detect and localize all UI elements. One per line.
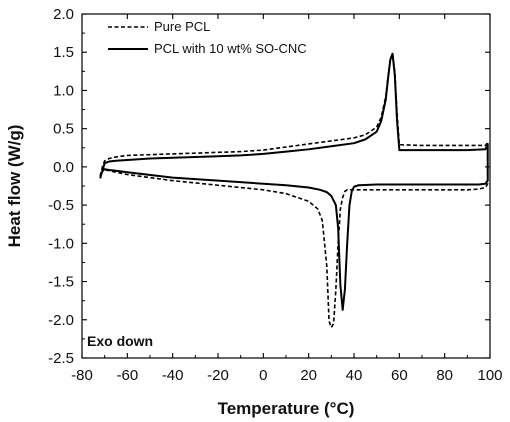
x-tick-label: 40: [346, 367, 363, 384]
tick-layer: -80 -60 -40 -20 0 20 40 60 80 100 -2.5 -2.0 -1.5 -1.0…: [48, 6, 502, 384]
x-axis-title: Temperature (°C): [218, 399, 355, 418]
y-tick-label: -0.5: [48, 197, 74, 214]
x-tick-label: 20: [300, 367, 317, 384]
y-tick-label: 2.0: [53, 6, 74, 23]
curve-layer: [99, 52, 489, 329]
exo-down-annotation: Exo down: [87, 333, 153, 349]
y-tick-label: 0.5: [53, 121, 74, 138]
y-tick-label: -2.5: [48, 350, 74, 367]
series-line-pure-pcl: [99, 52, 489, 329]
y-tick-label: -2.0: [48, 312, 74, 329]
x-tick-label: -60: [116, 367, 138, 384]
y-tick-label: -1.5: [48, 274, 74, 291]
x-tick-label: -20: [207, 367, 229, 384]
y-tick-label: 1.5: [53, 44, 74, 61]
y-tick-label: 0.0: [53, 159, 74, 176]
x-tick-label: 0: [259, 367, 267, 384]
x-tick-label: -40: [162, 367, 184, 384]
x-tick-label: 60: [391, 367, 408, 384]
series-line-pcl-so-cnc: [99, 52, 489, 311]
legend-label-pure-pcl: Pure PCL: [154, 19, 210, 34]
y-axis-title: Heat flow (W/g): [5, 125, 24, 248]
x-tick-label: 80: [436, 367, 453, 384]
legend-label-pcl-so-cnc: PCL with 10 wt% SO-CNC: [154, 41, 307, 56]
y-tick-label: -1.0: [48, 235, 74, 252]
legend: Pure PCL PCL with 10 wt% SO-CNC: [108, 19, 307, 56]
y-tick-label: 1.0: [53, 82, 74, 99]
x-tick-label: -80: [71, 367, 93, 384]
x-tick-label: 100: [477, 367, 502, 384]
